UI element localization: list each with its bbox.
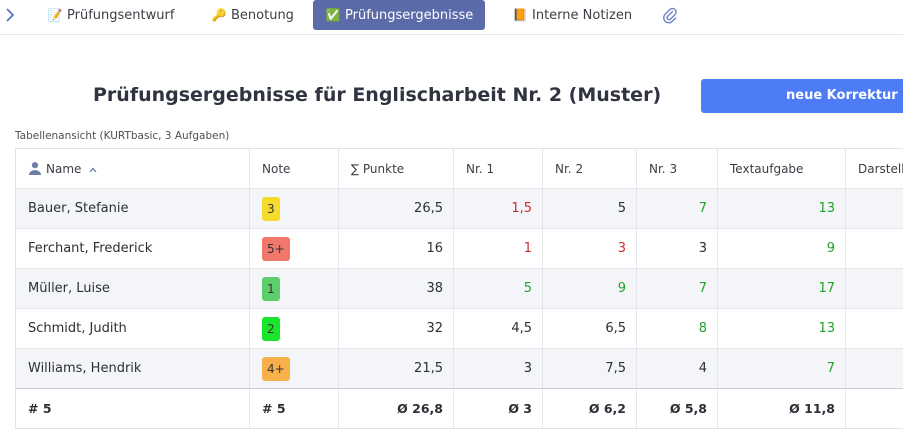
check-box-icon: ✅ xyxy=(325,8,341,22)
score-nr1: 4,5 xyxy=(454,309,543,348)
table-row[interactable]: Ferchant, Frederick 5+ 16 1 3 3 9 xyxy=(16,229,903,269)
total-points: 16 xyxy=(339,229,454,268)
footer-avg-nr3: Ø 5,8 xyxy=(637,389,718,428)
tab-label: Benotung xyxy=(231,8,294,23)
tab-benotung[interactable]: 🔑 Benotung xyxy=(211,0,294,30)
column-header-darstellung[interactable]: Darstell xyxy=(858,162,903,176)
paperclip-icon[interactable] xyxy=(662,6,680,24)
score-darstellung xyxy=(846,229,903,268)
sort-ascending-icon[interactable] xyxy=(89,149,97,188)
grade-cell: 1 xyxy=(250,269,339,308)
column-header-nr3[interactable]: Nr. 3 xyxy=(637,149,718,188)
grade-badge: 2 xyxy=(262,317,280,341)
column-header-note[interactable]: Note xyxy=(250,149,339,188)
score-nr3: 7 xyxy=(637,269,718,308)
student-name: Ferchant, Frederick xyxy=(16,229,250,268)
total-points: 26,5 xyxy=(339,189,454,228)
grade-cell: 4+ xyxy=(250,349,339,388)
score-nr3: 3 xyxy=(637,229,718,268)
table-header: Name Note ∑ Punkte Nr. 1 Nr. 2 Nr. 3 Tex… xyxy=(16,149,903,189)
score-textaufgabe: 13 xyxy=(718,309,846,348)
column-header-label: Name xyxy=(46,162,82,176)
total-points: 32 xyxy=(339,309,454,348)
score-nr3: 8 xyxy=(637,309,718,348)
score-nr3: 7 xyxy=(637,189,718,228)
score-textaufgabe: 7 xyxy=(718,349,846,388)
footer-avg-textaufgabe: Ø 11,8 xyxy=(718,389,846,428)
score-textaufgabe: 13 xyxy=(718,189,846,228)
footer-avg-nr1: Ø 3 xyxy=(454,389,543,428)
score-darstellung xyxy=(846,349,903,388)
student-name: Williams, Hendrik xyxy=(16,349,250,388)
footer-avg-nr2: Ø 6,2 xyxy=(543,389,637,428)
page-title: Prüfungsergebnisse für Englischarbeit Nr… xyxy=(93,84,662,106)
table-row[interactable]: Müller, Luise 1 38 5 9 7 17 xyxy=(16,269,903,309)
footer-count: # 5 xyxy=(16,389,250,428)
tab-pruefungsentwurf[interactable]: 📝 Prüfungsentwurf xyxy=(47,0,175,30)
column-header-nr1[interactable]: Nr. 1 xyxy=(454,149,543,188)
table-caption: Tabellenansicht (KURTbasic, 3 Aufgaben) xyxy=(15,130,230,142)
footer-avg-points: Ø 26,8 xyxy=(339,389,454,428)
grade-badge: 1 xyxy=(262,277,280,301)
grade-cell: 2 xyxy=(250,309,339,348)
score-nr1: 3 xyxy=(454,349,543,388)
key-icon: 🔑 xyxy=(211,8,227,22)
column-header-nr2[interactable]: Nr. 2 xyxy=(543,149,637,188)
score-nr2: 3 xyxy=(543,229,637,268)
score-nr2: 7,5 xyxy=(543,349,637,388)
score-darstellung xyxy=(846,309,903,348)
notebook-icon: 📙 xyxy=(512,8,528,22)
tab-label: Prüfungsergebnisse xyxy=(345,8,474,23)
column-header-name[interactable]: Name xyxy=(16,149,250,188)
column-header-punkte[interactable]: ∑ Punkte xyxy=(339,149,454,188)
tab-label: Interne Notizen xyxy=(532,8,633,23)
student-name: Müller, Luise xyxy=(16,269,250,308)
tab-label: Prüfungsentwurf xyxy=(67,8,175,23)
table-row[interactable]: Schmidt, Judith 2 32 4,5 6,5 8 13 xyxy=(16,309,903,349)
footer-grade-count: # 5 xyxy=(250,389,339,428)
table-row[interactable]: Williams, Hendrik 4+ 21,5 3 7,5 4 7 xyxy=(16,349,903,389)
total-points: 21,5 xyxy=(339,349,454,388)
user-icon xyxy=(28,151,42,175)
score-nr2: 5 xyxy=(543,189,637,228)
column-header-textaufgabe[interactable]: Textaufgabe xyxy=(718,149,846,188)
grade-badge: 3 xyxy=(262,197,280,221)
table-footer: # 5 # 5 Ø 26,8 Ø 3 Ø 6,2 Ø 5,8 Ø 11,8 xyxy=(16,388,903,428)
grade-cell: 3 xyxy=(250,189,339,228)
score-nr2: 9 xyxy=(543,269,637,308)
memo-icon: 📝 xyxy=(47,8,63,22)
score-nr2: 6,5 xyxy=(543,309,637,348)
score-nr1: 1,5 xyxy=(454,189,543,228)
results-table: Name Note ∑ Punkte Nr. 1 Nr. 2 Nr. 3 Tex… xyxy=(15,148,903,429)
student-name: Schmidt, Judith xyxy=(16,309,250,348)
tab-bar: 📝 Prüfungsentwurf 🔑 Benotung ✅ Prüfungserge… xyxy=(0,0,903,35)
grade-cell: 5+ xyxy=(250,229,339,268)
score-nr1: 5 xyxy=(454,269,543,308)
tab-interne-notizen[interactable]: 📙 Interne Notizen xyxy=(512,0,633,30)
new-correction-button[interactable]: neue Korrektur in xyxy=(701,79,903,113)
score-textaufgabe: 17 xyxy=(718,269,846,308)
total-points: 38 xyxy=(339,269,454,308)
score-nr1: 1 xyxy=(454,229,543,268)
score-nr3: 4 xyxy=(637,349,718,388)
score-textaufgabe: 9 xyxy=(718,229,846,268)
student-name: Bauer, Stefanie xyxy=(16,189,250,228)
grade-badge: 5+ xyxy=(262,237,290,261)
footer-darstellung xyxy=(846,389,903,428)
score-darstellung xyxy=(846,189,903,228)
chevron-right-icon[interactable] xyxy=(5,6,19,26)
grade-badge: 4+ xyxy=(262,357,290,381)
tab-pruefungsergebnisse[interactable]: ✅ Prüfungsergebnisse xyxy=(313,0,486,30)
table-row[interactable]: Bauer, Stefanie 3 26,5 1,5 5 7 13 xyxy=(16,189,903,229)
score-darstellung xyxy=(846,269,903,308)
